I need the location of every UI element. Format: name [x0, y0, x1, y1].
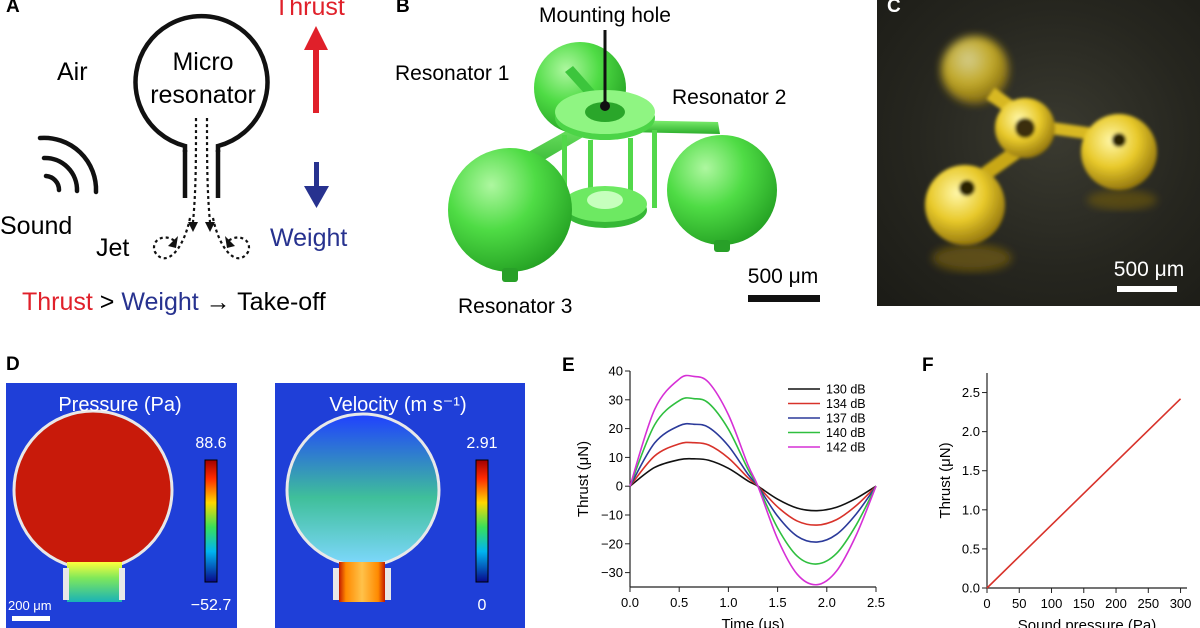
- jet-streamlines: [152, 117, 251, 260]
- e-series-line: [629, 374, 877, 586]
- resonator-outline: [133, 13, 270, 198]
- panel-b-letter: B: [396, 0, 410, 17]
- air-label: Air: [57, 58, 88, 86]
- thrust-arrow: [304, 26, 328, 113]
- velocity-title: Velocity (m s⁻¹): [329, 394, 466, 416]
- e-x-axis-label: Time (μs): [721, 616, 784, 628]
- pressure-map: [6, 383, 237, 628]
- e-x-tick-label: 2.0: [818, 595, 836, 610]
- panel-e-chart: E 0.0 0.5 1.0 1.5 2.0 2.5 −30 −20 −10 0 10 20 30 40 Ti…: [562, 355, 885, 628]
- panel-a: A Air Sound Micro resonator: [0, 0, 347, 316]
- resonator-model: [448, 42, 777, 282]
- thrust-label: Thrust: [274, 0, 345, 21]
- panel-c-scale-label: 500 μm: [1114, 258, 1184, 281]
- f-x-tick-label: 300: [1170, 596, 1192, 611]
- f-x-axis-label: Sound pressure (Pa): [1018, 617, 1156, 628]
- velocity-max: 2.91: [466, 435, 497, 452]
- f-x-tick-label: 100: [1041, 596, 1063, 611]
- panel-c-scale-bar: [1117, 286, 1177, 292]
- e-legend-label: 142 dB: [826, 441, 866, 455]
- f-y-tick-label: 1.0: [962, 502, 980, 517]
- panel-b-scale-bar: [748, 295, 820, 302]
- eq-rest: → Take-off: [199, 288, 326, 316]
- e-y-tick-label: 0: [616, 479, 623, 494]
- e-y-tick-label: 40: [609, 364, 623, 379]
- panel-e-letter: E: [562, 355, 575, 376]
- panel-f-chart: F 0 50 100 150 200 250 300 0.0 0.5 1.0 1.5 2.0 2.5 So…: [922, 355, 1192, 628]
- velocity-min: 0: [478, 597, 487, 614]
- e-y-tick-label: −20: [601, 536, 623, 551]
- panel-d-scale-bar: [12, 616, 50, 621]
- e-series-line: [629, 397, 877, 565]
- e-y-tick-label: 20: [609, 421, 623, 436]
- f-x-tick-label: 250: [1137, 596, 1159, 611]
- f-x-tick-label: 200: [1105, 596, 1127, 611]
- f-y-tick-label: 0.5: [962, 541, 980, 556]
- e-legend-label: 130 dB: [826, 383, 866, 397]
- pressure-min: −52.7: [191, 597, 232, 614]
- e-series-line: [629, 422, 877, 543]
- takeoff-equation: Thrust > Weight → Take-off: [22, 288, 326, 316]
- e-series-line: [629, 457, 877, 512]
- f-y-axis-label: Thrust (μN): [937, 442, 954, 518]
- panel-d: D Pressure (Pa) 88.6 −52.7 200 μm Veloci…: [6, 354, 525, 628]
- e-x-tick-label: 1.0: [719, 595, 737, 610]
- eq-weight: Weight: [121, 288, 198, 316]
- f-y-tick-label: 0.0: [962, 581, 980, 596]
- eq-thrust: Thrust: [22, 288, 93, 316]
- mounting-hole-dot: [600, 101, 610, 111]
- panel-c-photo: C 500 μm: [877, 0, 1200, 306]
- panel-d-letter: D: [6, 354, 20, 375]
- e-x-tick-label: 2.5: [867, 595, 885, 610]
- e-legend-label: 134 dB: [826, 397, 866, 411]
- panel-b-scale-label: 500 μm: [748, 265, 818, 288]
- f-x-tick-label: 0: [983, 596, 990, 611]
- e-y-axis-label: Thrust (μN): [575, 441, 592, 517]
- e-legend-label: 140 dB: [826, 426, 866, 440]
- panel-c-graphic: C 500 μm: [887, 0, 1184, 292]
- jet-arrowheads: [168, 222, 235, 248]
- weight-label: Weight: [270, 224, 347, 252]
- f-series-line: [986, 398, 1182, 589]
- panel-c-letter: C: [887, 0, 901, 17]
- panel-a-letter: A: [6, 0, 20, 17]
- f-x-tick-label: 150: [1073, 596, 1095, 611]
- e-x-tick-label: 1.5: [769, 595, 787, 610]
- f-y-tick-label: 2.5: [962, 385, 980, 400]
- resonator-2-label: Resonator 2: [672, 86, 786, 109]
- e-y-tick-label: 10: [609, 450, 623, 465]
- micro-label: Micro: [172, 48, 233, 76]
- jet-label: Jet: [96, 234, 129, 262]
- pressure-max: 88.6: [195, 435, 226, 452]
- panel-f-letter: F: [922, 355, 934, 376]
- sound-waves-icon: [37, 135, 99, 195]
- resonator-label: resonator: [150, 81, 256, 109]
- resonator-3-label: Resonator 3: [458, 295, 572, 318]
- resonator-1-label: Resonator 1: [395, 62, 509, 85]
- e-x-tick-label: 0.5: [670, 595, 688, 610]
- f-y-tick-label: 2.0: [962, 424, 980, 439]
- weight-arrow: [304, 162, 329, 208]
- mounting-hole-label: Mounting hole: [539, 4, 671, 27]
- e-x-tick-label: 0.0: [621, 595, 639, 610]
- panel-d-scale-label: 200 μm: [8, 598, 52, 613]
- sound-label: Sound: [0, 212, 72, 240]
- pressure-title: Pressure (Pa): [58, 394, 181, 416]
- panel-b: B Mounting hole Resonator 1 Resonator 2 …: [395, 0, 820, 318]
- e-legend-label: 137 dB: [826, 412, 866, 426]
- e-y-tick-label: 30: [609, 392, 623, 407]
- e-series-line: [629, 441, 877, 526]
- e-y-tick-label: −10: [601, 508, 623, 523]
- f-x-tick-label: 50: [1012, 596, 1026, 611]
- eq-gt: >: [93, 288, 122, 316]
- f-y-tick-label: 1.5: [962, 463, 980, 478]
- velocity-map: [275, 383, 525, 628]
- e-y-tick-label: −30: [601, 565, 623, 580]
